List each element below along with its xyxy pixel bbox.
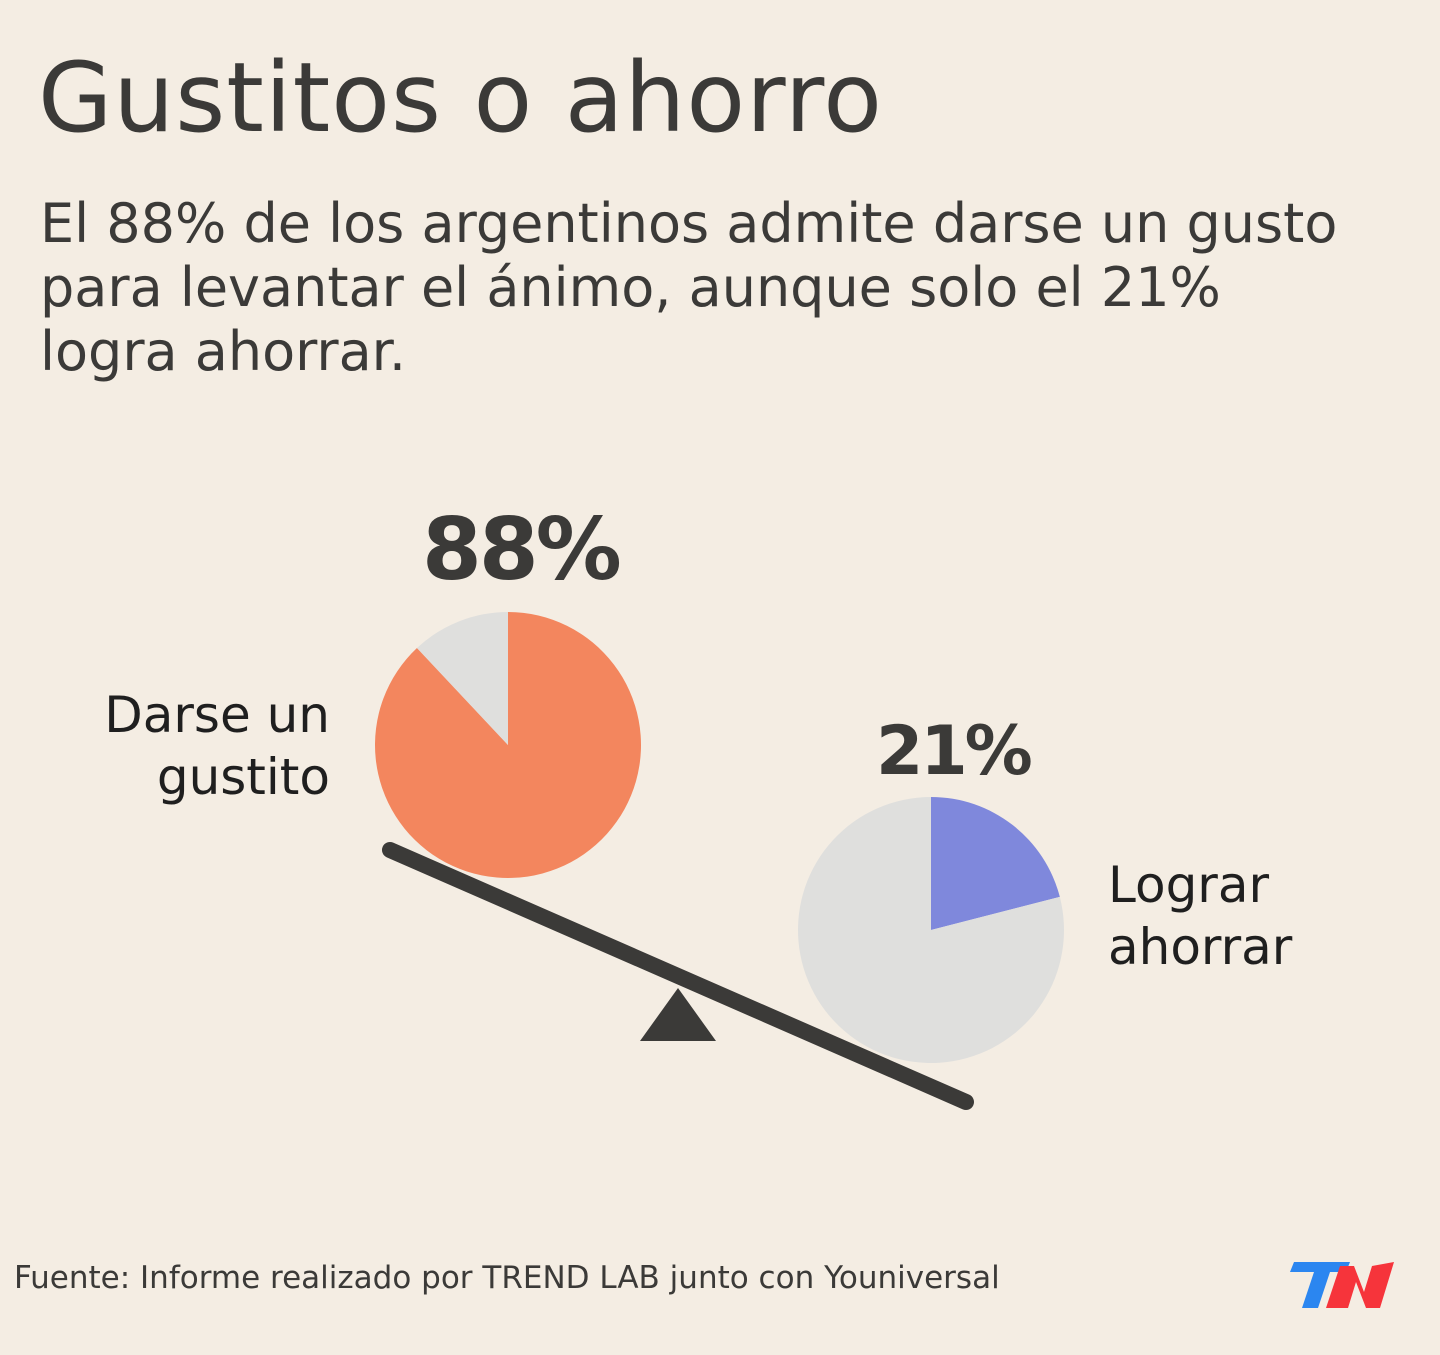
pie2-label-line2: ahorrar [1108,918,1293,976]
pie-chart-gustito [375,612,641,879]
pie1-label: Darse un gustito [104,684,330,808]
subtitle: El 88% de los argentinos admite darse un… [40,192,1338,383]
pie2-label: Lograr ahorrar [1108,854,1292,978]
pie1-label-line1: Darse un [104,686,330,744]
seesaw-fulcrum [640,988,716,1041]
pie1-data-label: 88% [422,500,622,600]
tn-logo [1290,1262,1394,1308]
pie-chart-ahorrar [798,797,1064,1063]
pie1-label-line2: gustito [156,748,330,806]
source-note: Fuente: Informe realizado por TREND LAB … [14,1260,1000,1296]
pie-slice-remainder [416,612,508,745]
pie-slice-value [931,797,1060,930]
pie2-label-line1: Lograr [1108,856,1270,914]
pie2-data-label: 21% [876,712,1033,791]
page-title: Gustitos o ahorro [38,42,883,154]
seesaw-beam [382,842,974,1110]
pie-slice-remainder [798,797,1064,1063]
